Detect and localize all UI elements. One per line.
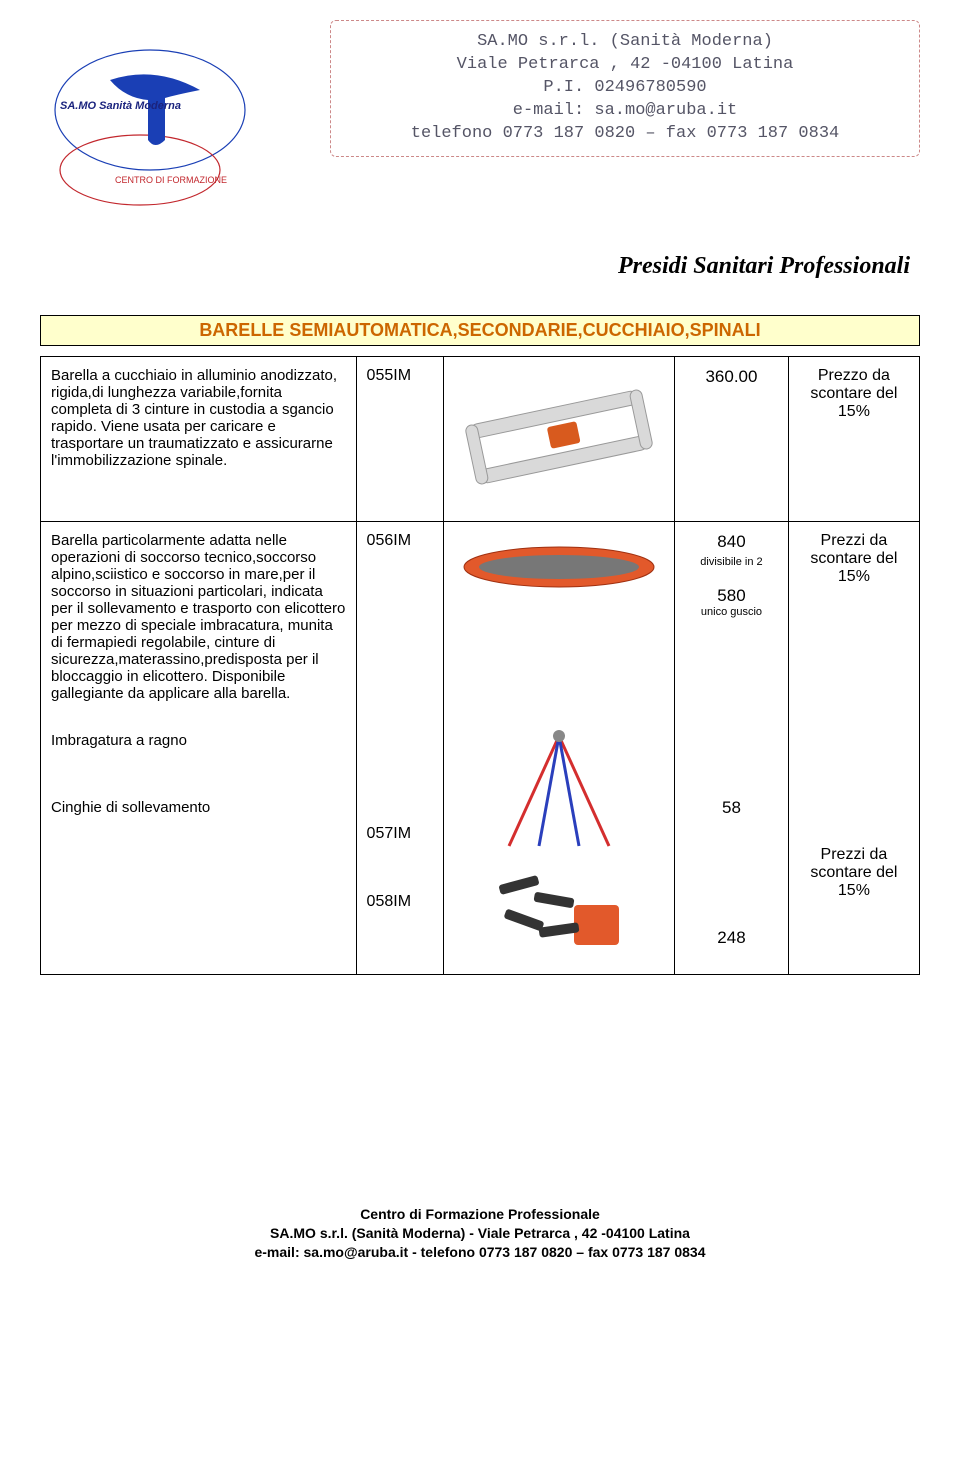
product-price: 360.00: [675, 357, 789, 522]
discount-text: Prezzi da scontare del 15%: [799, 532, 909, 586]
company-piva: P.I. 02496780590: [343, 77, 907, 100]
lifting-straps-icon: [479, 860, 639, 960]
product-code-cell: 056IM 057IM 058IM: [356, 522, 444, 975]
page: SA.MO Sanità Moderna CENTRO DI FORMAZION…: [0, 0, 960, 1292]
product-desc: Barella particolarmente adatta nelle ope…: [51, 532, 346, 702]
logo-subtitle: CENTRO DI FORMAZIONE: [115, 175, 227, 185]
logo-icon: [40, 20, 300, 230]
price-value: 840: [685, 532, 778, 552]
product-desc-cell: Barella particolarmente adatta nelle ope…: [41, 522, 357, 975]
footer-line: SA.MO s.r.l. (Sanità Moderna) - Viale Pe…: [40, 1224, 920, 1243]
company-phone: telefono 0773 187 0820 – fax 0773 187 08…: [343, 123, 907, 146]
spider-harness-icon: [489, 726, 629, 856]
footer-line: e-mail: sa.mo@aruba.it - telefono 0773 1…: [40, 1243, 920, 1262]
basket-stretcher-icon: [454, 532, 664, 602]
product-desc: Cinghie di sollevamento: [51, 799, 346, 816]
header: SA.MO Sanità Moderna CENTRO DI FORMAZION…: [40, 20, 920, 235]
section-title-bar: BARELLE SEMIAUTOMATICA,SECONDARIE,CUCCHI…: [40, 315, 920, 346]
price-value: 248: [685, 928, 778, 948]
price-note: unico guscio: [685, 606, 778, 618]
price-value: 58: [685, 798, 778, 818]
logo-block: SA.MO Sanità Moderna CENTRO DI FORMAZION…: [40, 20, 300, 235]
table-row: Barella particolarmente adatta nelle ope…: [41, 522, 920, 975]
product-image-cell: [444, 522, 675, 975]
product-price-cell: 840 divisibile in 2 580 unico guscio 58 …: [675, 522, 789, 975]
logo-brand-text: SA.MO Sanità Moderna: [60, 100, 181, 112]
product-desc: Barella a cucchiaio in alluminio anodizz…: [41, 357, 357, 522]
table-row: Barella a cucchiaio in alluminio anodizz…: [41, 357, 920, 522]
discount-text: Prezzi da scontare del 15%: [799, 846, 909, 900]
product-image-cell: [444, 357, 675, 522]
page-footer: Centro di Formazione Professionale SA.MO…: [40, 1205, 920, 1262]
company-name: SA.MO s.r.l. (Sanità Moderna): [343, 31, 907, 54]
product-code: 055IM: [356, 357, 444, 522]
price-note: divisibile in 2: [685, 556, 778, 568]
company-email: e-mail: sa.mo@aruba.it: [343, 100, 907, 123]
company-address: Viale Petrarca , 42 -04100 Latina: [343, 54, 907, 77]
price-value: 580: [685, 586, 778, 606]
scoop-stretcher-icon: [454, 367, 664, 507]
company-info-box: SA.MO s.r.l. (Sanità Moderna) Viale Petr…: [330, 20, 920, 157]
footer-line: Centro di Formazione Professionale: [40, 1205, 920, 1224]
product-code: 057IM: [367, 825, 434, 843]
product-code: 056IM: [367, 532, 434, 550]
product-desc: Imbragatura a ragno: [51, 732, 346, 749]
products-table: Barella a cucchiaio in alluminio anodizz…: [40, 356, 920, 975]
product-discount-cell: Prezzi da scontare del 15% Prezzi da sco…: [788, 522, 919, 975]
product-discount: Prezzo da scontare del 15%: [788, 357, 919, 522]
page-title: Presidi Sanitari Professionali: [40, 253, 910, 280]
product-code: 058IM: [367, 893, 434, 911]
